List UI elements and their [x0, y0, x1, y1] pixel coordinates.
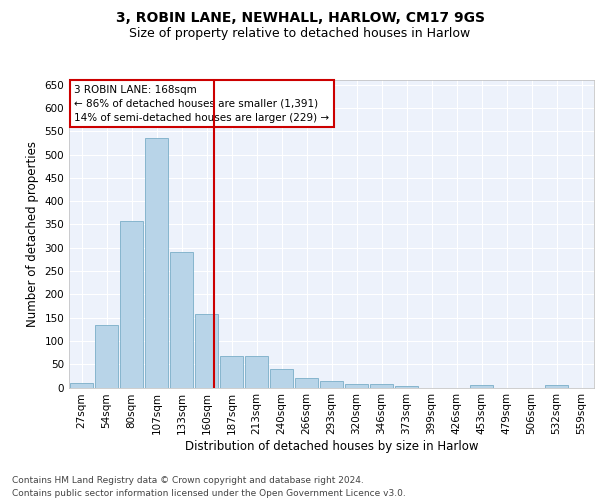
Bar — [170, 252, 193, 388]
Bar — [370, 384, 394, 388]
Y-axis label: Number of detached properties: Number of detached properties — [26, 141, 39, 327]
Bar — [545, 385, 568, 388]
Bar — [70, 383, 94, 388]
Bar — [295, 378, 319, 388]
Bar — [269, 369, 293, 388]
Bar — [145, 138, 169, 388]
Text: Contains HM Land Registry data © Crown copyright and database right 2024.: Contains HM Land Registry data © Crown c… — [12, 476, 364, 485]
Text: Size of property relative to detached houses in Harlow: Size of property relative to detached ho… — [130, 26, 470, 40]
Text: 3 ROBIN LANE: 168sqm
← 86% of detached houses are smaller (1,391)
14% of semi-de: 3 ROBIN LANE: 168sqm ← 86% of detached h… — [74, 84, 329, 122]
X-axis label: Distribution of detached houses by size in Harlow: Distribution of detached houses by size … — [185, 440, 478, 453]
Bar — [95, 324, 118, 388]
Bar — [470, 385, 493, 388]
Bar — [245, 356, 268, 388]
Bar — [344, 384, 368, 388]
Bar — [220, 356, 244, 388]
Text: Contains public sector information licensed under the Open Government Licence v3: Contains public sector information licen… — [12, 489, 406, 498]
Bar — [395, 386, 418, 388]
Bar — [119, 220, 143, 388]
Bar — [320, 380, 343, 388]
Text: 3, ROBIN LANE, NEWHALL, HARLOW, CM17 9GS: 3, ROBIN LANE, NEWHALL, HARLOW, CM17 9GS — [115, 11, 485, 25]
Bar — [194, 314, 218, 388]
